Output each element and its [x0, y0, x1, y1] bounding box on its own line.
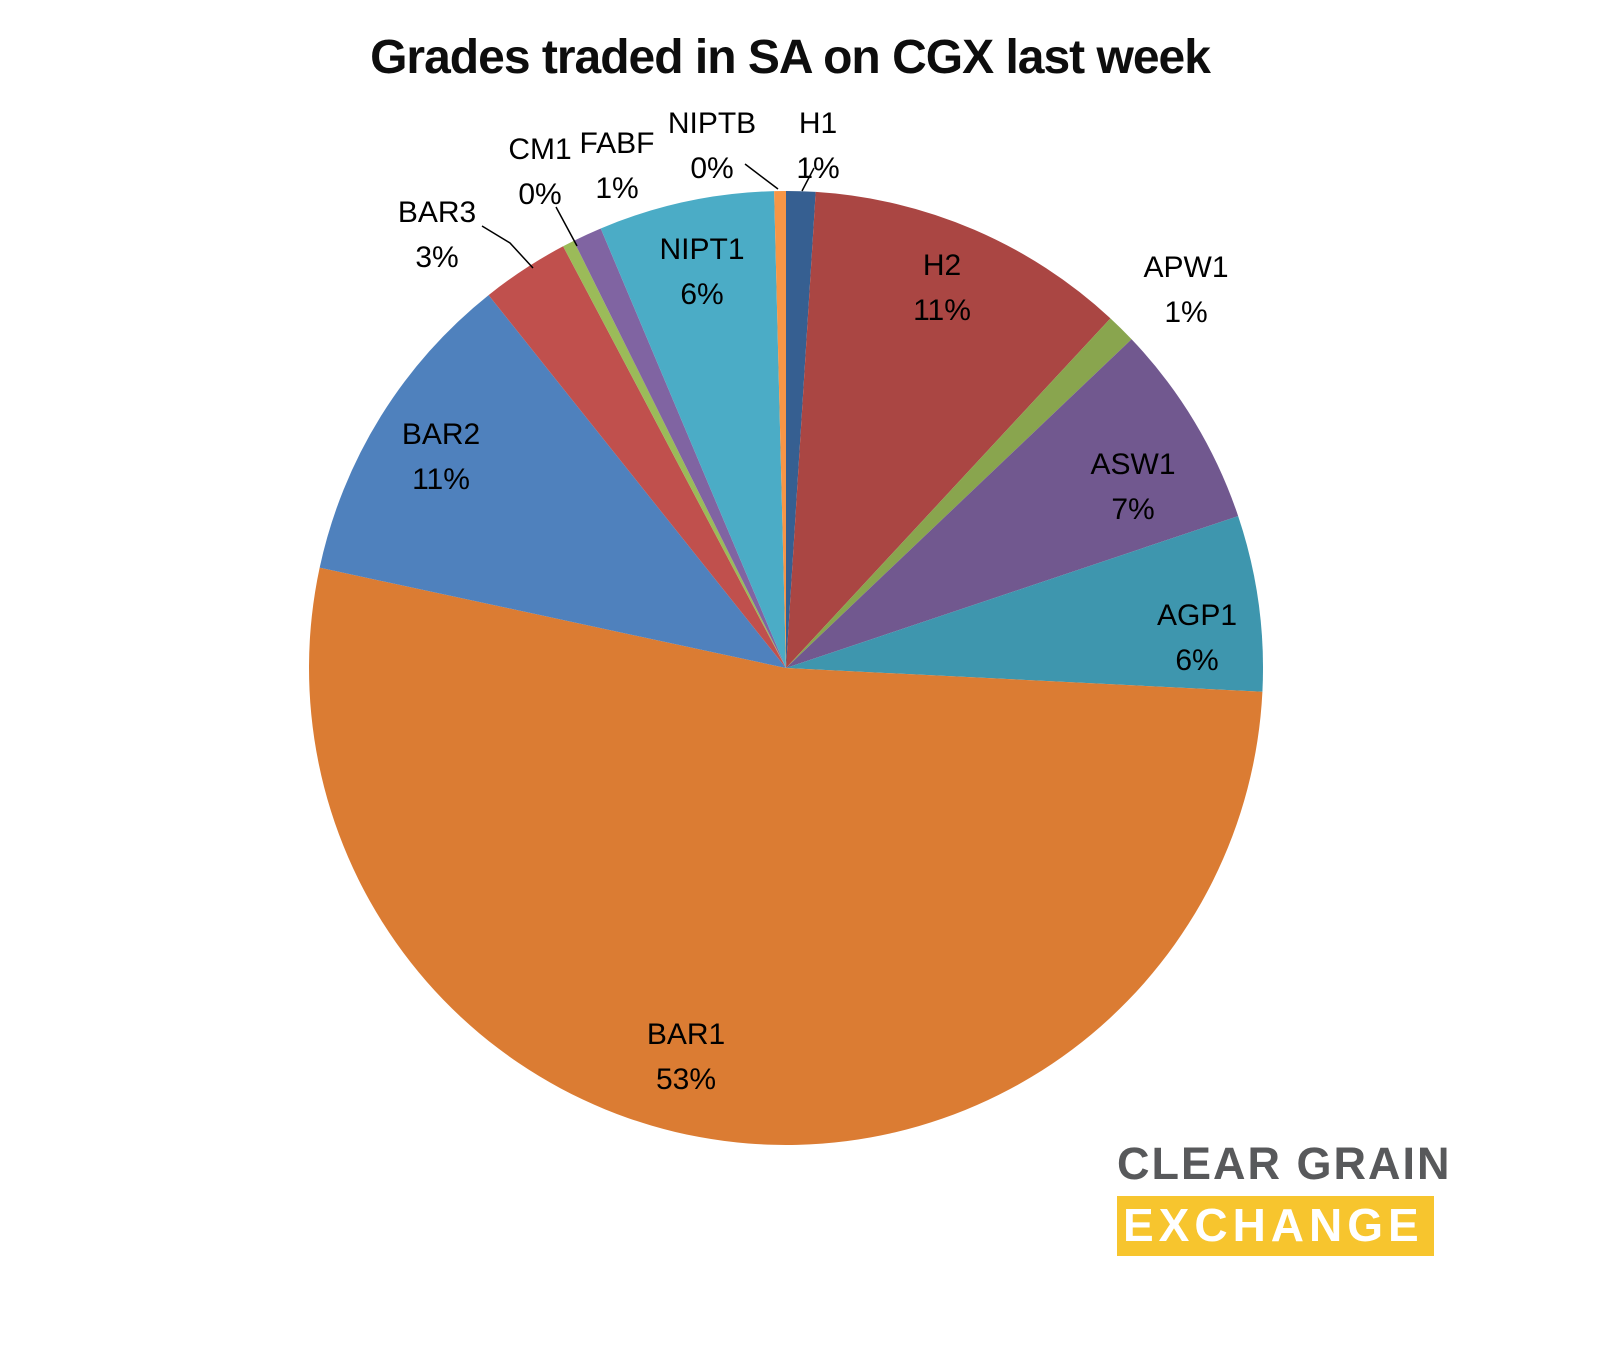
pie-label-bar1-pct: 53% [655, 1063, 717, 1096]
pie-label-agp1: AGP1 6% [1157, 593, 1237, 683]
pie-label-bar2-pct: 11% [412, 463, 470, 496]
pie-slice-nipt1 [600, 191, 786, 668]
pie-label-agp1-pct: 6% [1175, 644, 1219, 677]
leader-line-cm1 [555, 206, 578, 247]
leader-line-h1 [801, 167, 815, 192]
leader-line-niptb [744, 163, 779, 190]
pie-label-h1-pct: 1% [796, 152, 840, 185]
leader-lines [481, 163, 815, 269]
pie-label-bar3-name: BAR3 [397, 196, 477, 229]
pie-slice-niptb [774, 191, 786, 668]
pie-label-h1-name: H1 [798, 107, 838, 140]
logo-text-exchange: EXCHANGE [1123, 1199, 1424, 1251]
pie-slice-fabf [573, 228, 786, 668]
pie-label-asw1-pct: 7% [1111, 493, 1155, 526]
pie-label-h2-pct: 11% [913, 294, 971, 327]
chart-title: Grades traded in SA on CGX last week [370, 31, 1211, 84]
pie-label-niptb-pct: 0% [690, 152, 734, 185]
pie-label-nipt1-name: NIPT1 [659, 233, 745, 266]
pie-label-bar3: BAR3 3% [398, 190, 476, 280]
pie-slice-agp1 [786, 516, 1264, 692]
logo-exchange-bar: EXCHANGE [1117, 1196, 1434, 1256]
pie-label-nipt1: NIPT1 6% [659, 227, 744, 317]
pie-label-niptb-name: NIPTB [667, 107, 757, 140]
pie-label-bar1: BAR1 53% [647, 1012, 725, 1102]
pie-label-h2-name: H2 [922, 249, 962, 282]
pie-slice-bar2 [319, 295, 786, 668]
pie-label-apw1-pct: 1% [1164, 296, 1208, 329]
pie-label-fabf-pct: 1% [595, 172, 639, 205]
pie-label-cm1-pct: 0% [518, 178, 562, 211]
pie-slice-apw1 [786, 318, 1132, 668]
logo-text-clear-grain: CLEAR GRAIN [1117, 1138, 1452, 1189]
pie-label-cm1: CM1 0% [508, 127, 571, 217]
pie-label-fabf: FABF 1% [579, 121, 654, 211]
pie-slice-cm1 [563, 240, 786, 668]
pie-slices [309, 191, 1264, 1145]
pie-label-h1: H1 1% [796, 101, 839, 191]
pie-slice-h2 [786, 191, 1111, 668]
pie-label-apw1: APW1 1% [1143, 245, 1228, 335]
pie-slice-bar1 [309, 567, 1263, 1145]
pie-slice-asw1 [786, 339, 1239, 668]
clear-grain-exchange-logo: CLEAR GRAIN EXCHANGE [1117, 1138, 1497, 1256]
pie-label-asw1: ASW1 7% [1090, 442, 1175, 532]
pie-label-cm1-name: CM1 [508, 133, 572, 166]
pie-label-bar2-name: BAR2 [401, 418, 481, 451]
pie-label-nipt1-pct: 6% [680, 278, 724, 311]
leader-line-bar3 [481, 225, 534, 269]
pie-label-asw1-name: ASW1 [1090, 448, 1176, 481]
pie-label-niptb: NIPTB 0% [668, 101, 756, 191]
pie-label-agp1-name: AGP1 [1156, 599, 1238, 632]
pie-slice-h1 [786, 191, 816, 668]
pie-label-apw1-name: APW1 [1143, 251, 1229, 284]
pie-label-bar2: BAR2 11% [402, 412, 480, 502]
pie-label-h2: H2 11% [913, 243, 971, 333]
pie-slice-bar3 [488, 246, 786, 668]
pie-label-bar1-name: BAR1 [646, 1018, 726, 1051]
pie-label-bar3-pct: 3% [415, 241, 459, 274]
pie-label-fabf-name: FABF [579, 127, 655, 160]
